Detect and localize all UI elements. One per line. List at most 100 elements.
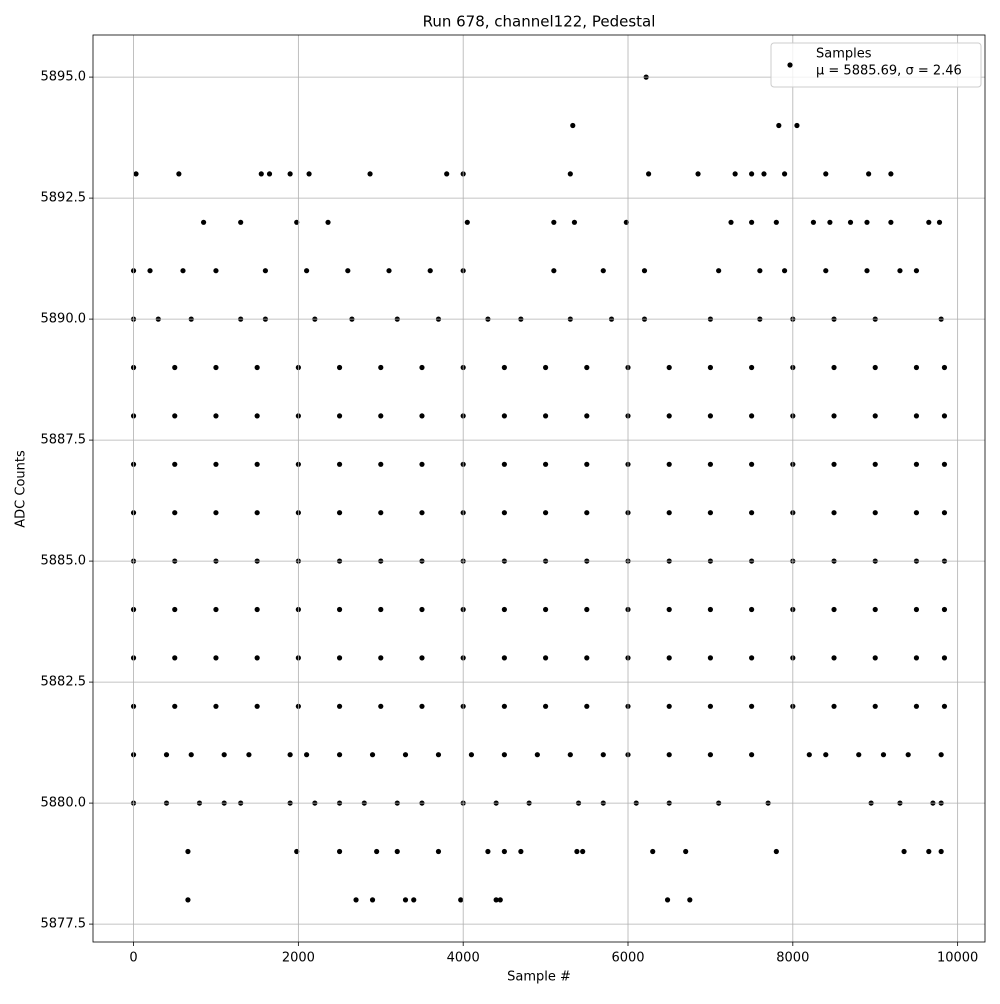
x-tick-label: 8000: [776, 951, 809, 966]
data-point: [213, 606, 219, 613]
data-point: [810, 219, 817, 225]
data-point: [402, 752, 409, 758]
data-point: [266, 171, 273, 177]
data-point: [213, 703, 219, 709]
data-point: [200, 219, 207, 225]
data-point: [254, 703, 260, 709]
data-point: [254, 606, 260, 613]
data-point: [419, 703, 425, 709]
data-point: [325, 219, 331, 225]
legend-stats: μ = 5885.69, σ = 2.46: [816, 64, 962, 79]
data-point: [749, 364, 755, 371]
x-tick-label: 10000: [937, 951, 978, 966]
data-point: [856, 752, 862, 758]
data-point: [464, 219, 470, 225]
data-point: [185, 848, 191, 855]
data-point: [866, 171, 872, 177]
data-point: [913, 655, 920, 661]
data-point: [147, 268, 153, 274]
data-point: [913, 510, 920, 516]
data-point: [501, 606, 507, 613]
data-point: [172, 413, 178, 419]
data-point: [781, 171, 788, 177]
data-point: [458, 897, 464, 903]
data-point: [941, 703, 948, 709]
data-point: [254, 461, 260, 467]
x-tick-label: 6000: [611, 951, 644, 966]
data-point: [584, 413, 590, 419]
data-point: [823, 752, 829, 758]
data-point: [872, 364, 878, 371]
data-point: [666, 364, 672, 371]
data-point: [847, 219, 854, 225]
data-point: [749, 413, 755, 419]
data-point: [419, 606, 425, 613]
data-point: [776, 122, 782, 129]
data-point: [666, 655, 672, 661]
data-point: [419, 655, 425, 661]
data-point: [394, 848, 400, 855]
data-point: [757, 268, 763, 274]
data-point: [646, 171, 652, 177]
data-point: [913, 703, 920, 709]
data-point: [687, 897, 693, 903]
y-tick-label: 5890.0: [41, 312, 87, 327]
data-point: [749, 461, 755, 467]
data-point: [419, 510, 425, 516]
data-point: [571, 219, 578, 225]
data-point: [794, 122, 800, 129]
data-point: [254, 510, 260, 516]
data-point: [761, 171, 767, 177]
data-point: [749, 606, 755, 613]
y-tick-label: 5892.5: [41, 191, 87, 206]
data-point: [823, 268, 829, 274]
plot-frame: [92, 34, 986, 943]
data-point: [542, 703, 549, 709]
data-point: [666, 510, 672, 516]
data-point: [880, 752, 887, 758]
data-point: [213, 268, 219, 274]
data-point: [345, 268, 351, 274]
data-point: [707, 752, 714, 758]
data-point: [304, 752, 310, 758]
data-point: [444, 171, 450, 177]
data-point: [374, 848, 380, 855]
data-point: [773, 219, 779, 225]
data-point: [926, 848, 932, 855]
data-point: [542, 655, 549, 661]
data-point: [695, 171, 701, 177]
data-point: [707, 655, 714, 661]
data-point: [872, 703, 878, 709]
data-point: [913, 461, 920, 467]
data-point: [941, 606, 948, 613]
data-point: [831, 364, 837, 371]
data-point: [369, 752, 376, 758]
data-point: [864, 219, 870, 225]
data-point: [584, 461, 590, 467]
data-point: [501, 655, 507, 661]
data-point: [913, 413, 920, 419]
data-point: [831, 461, 837, 467]
data-point: [707, 510, 714, 516]
data-point: [534, 752, 540, 758]
data-point: [567, 171, 573, 177]
data-point: [888, 219, 894, 225]
data-point: [336, 606, 343, 613]
data-point: [221, 752, 227, 758]
data-point: [888, 171, 894, 177]
data-point: [485, 848, 491, 855]
data-point: [641, 268, 648, 274]
data-point: [378, 510, 384, 516]
data-point: [749, 219, 755, 225]
data-point: [419, 413, 425, 419]
data-point: [905, 752, 911, 758]
data-point: [501, 413, 507, 419]
data-point: [172, 655, 178, 661]
data-point: [666, 703, 672, 709]
data-point: [304, 268, 310, 274]
data-point: [172, 364, 178, 371]
data-point: [185, 897, 191, 903]
data-point: [367, 171, 373, 177]
data-point: [913, 364, 920, 371]
